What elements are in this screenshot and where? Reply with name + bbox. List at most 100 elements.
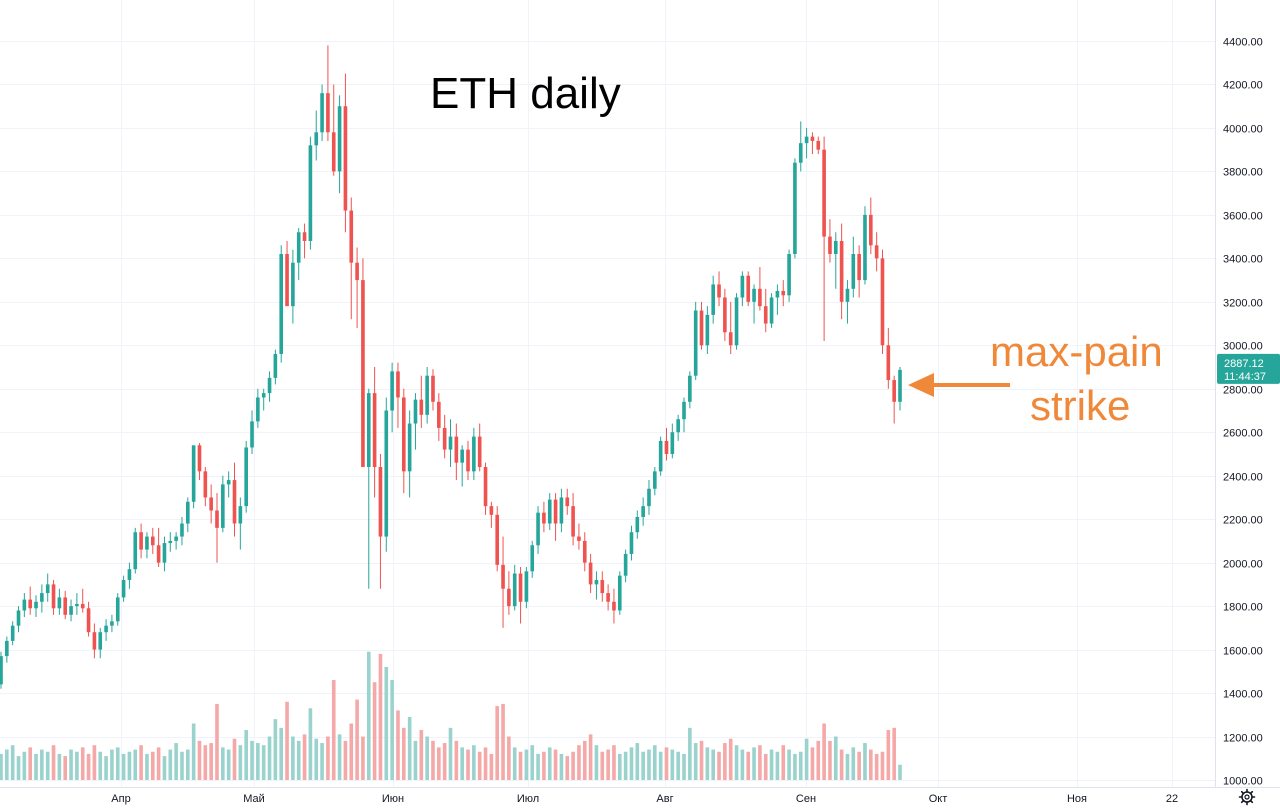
candle-body — [302, 232, 307, 241]
price-tick-label: 2400.00 — [1223, 472, 1263, 484]
time-tick-label: Ноя — [1067, 793, 1087, 805]
volume-bar — [16, 756, 21, 780]
candle-body — [629, 532, 634, 554]
volume-bar — [331, 680, 336, 780]
candle-body — [256, 397, 260, 422]
candle-body — [261, 393, 266, 398]
volume-bar — [384, 666, 389, 780]
volume-bar — [781, 745, 786, 780]
candle-body — [507, 588, 511, 607]
candle-body — [664, 440, 669, 454]
volume-bar — [857, 751, 861, 780]
candle-body — [320, 93, 324, 133]
candle-body — [442, 427, 447, 450]
candle-body — [501, 564, 505, 589]
current-price-value: 2887.12 — [1224, 358, 1264, 370]
candle-body — [653, 471, 657, 489]
volume-bar — [693, 743, 698, 780]
candle-body — [699, 310, 704, 346]
candle-body — [869, 214, 873, 246]
volume-bar — [763, 753, 768, 780]
volume-bar — [396, 710, 400, 780]
candle-body — [121, 580, 126, 598]
volume-bar — [833, 736, 838, 780]
volume-bar — [740, 749, 745, 780]
volume-bar — [495, 706, 500, 780]
candle-body — [600, 580, 605, 594]
price-tick-label: 4200.00 — [1223, 80, 1263, 92]
candle-body — [623, 553, 628, 576]
candle-body — [688, 375, 692, 402]
candle-body — [711, 284, 716, 315]
candle-body — [822, 149, 826, 237]
candle-body — [86, 608, 91, 633]
volume-bar — [582, 740, 587, 780]
candle-body — [781, 290, 786, 296]
time-tick-label: Авг — [656, 793, 673, 805]
candle-body — [209, 497, 213, 511]
volume-bar — [489, 753, 494, 780]
candle-body — [717, 284, 721, 298]
volume-bar — [115, 747, 120, 780]
candle-body — [104, 625, 108, 633]
price-tick-label: 3800.00 — [1223, 167, 1263, 179]
volume-bar — [472, 745, 476, 780]
volume-bar — [705, 747, 710, 780]
candle-body — [734, 297, 739, 346]
candle-body — [851, 254, 856, 289]
volume-bar — [880, 751, 885, 780]
volume-bar — [664, 747, 669, 780]
volume-bar — [723, 743, 727, 780]
volume-bar — [629, 747, 634, 780]
candle-body — [390, 371, 394, 411]
candle-body — [746, 275, 751, 302]
volume-bar — [828, 740, 832, 780]
candle-body — [314, 132, 319, 146]
volume-bar — [378, 653, 383, 780]
annotation-line-2: strike — [1030, 382, 1130, 429]
volume-bar — [238, 745, 243, 780]
candle-body — [244, 447, 248, 507]
candle-body — [215, 510, 219, 528]
volume-bar — [577, 745, 581, 780]
candle-body — [40, 593, 44, 602]
volume-bar — [775, 751, 780, 780]
annotation-line-1: max-pain — [990, 328, 1163, 375]
volume-bar — [623, 751, 628, 780]
volume-bar — [711, 749, 716, 780]
volume-bar — [600, 751, 605, 780]
candle-body — [168, 540, 173, 544]
volume-bar — [466, 749, 470, 780]
volume-bar — [874, 753, 879, 780]
time-tick-label: Май — [243, 793, 265, 805]
candle-body — [518, 573, 523, 602]
volume-bar — [110, 749, 114, 780]
candle-body — [635, 517, 640, 533]
candle-body — [431, 375, 435, 402]
volume-bar — [658, 751, 663, 780]
volume-bar — [460, 747, 464, 780]
volume-bar — [326, 736, 330, 780]
volume-bar — [787, 749, 791, 780]
volume-bar — [886, 730, 891, 780]
price-axis[interactable]: 4400.00 4200.00 4000.00 3800.00 3600.00 3400.… — [1223, 37, 1263, 788]
candle-body — [898, 369, 902, 402]
volume-bar — [221, 747, 225, 780]
time-axis[interactable]: Апр Май Июн Июл Авг Сен Окт Ноя 22 — [111, 793, 1178, 805]
annotation-arrowhead — [908, 373, 934, 397]
candle-body — [612, 601, 616, 611]
candle-body — [279, 254, 284, 354]
price-tick-label: 2800.00 — [1223, 385, 1263, 397]
volume-bar — [63, 756, 68, 780]
candle-body — [723, 297, 727, 333]
volume-bar — [524, 749, 529, 780]
price-tick-label: 1000.00 — [1223, 776, 1263, 788]
candle-body — [221, 484, 225, 528]
price-tick-label: 1400.00 — [1223, 689, 1263, 701]
volume-bar — [507, 736, 511, 780]
settings-gear-icon[interactable] — [1238, 788, 1256, 806]
volume-bar — [162, 756, 167, 780]
volume-bar — [437, 747, 441, 780]
candle-body — [833, 240, 838, 255]
